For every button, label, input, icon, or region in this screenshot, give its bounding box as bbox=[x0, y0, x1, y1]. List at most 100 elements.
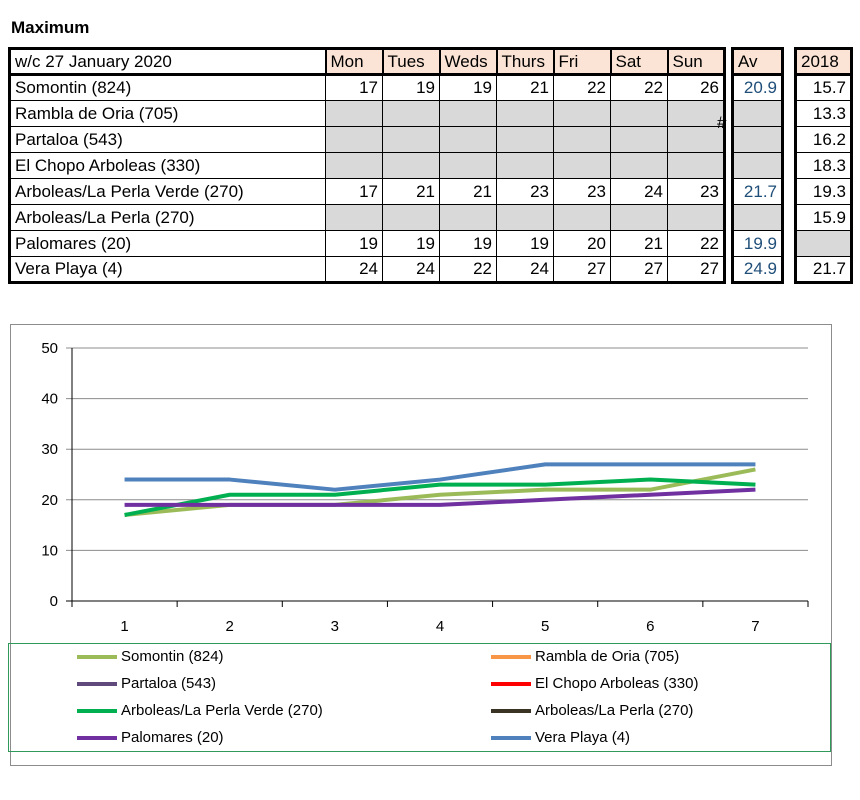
table-row: Palomares (20) 19 19 19 19 20 21 22 bbox=[9, 230, 725, 257]
year-2018-header: 2018 bbox=[795, 48, 852, 76]
x-tick-label: 3 bbox=[331, 618, 339, 635]
temperature-cell bbox=[382, 100, 440, 127]
temperature-cell bbox=[382, 126, 440, 153]
temperature-cell: 27 bbox=[667, 256, 725, 283]
location-name: Palomares (20) bbox=[9, 230, 326, 257]
day-header: Sun bbox=[666, 48, 725, 76]
legend-swatch bbox=[491, 681, 531, 686]
legend-label: Arboleas/La Perla Verde (270) bbox=[121, 702, 323, 719]
temperature-cell bbox=[553, 100, 611, 127]
average-table: Av 20.9 21.7 19.9 24.9 bbox=[731, 47, 784, 284]
legend-item: Arboleas/La Perla Verde (270) bbox=[77, 702, 323, 719]
x-tick-label: 5 bbox=[541, 618, 549, 635]
temperature-cell bbox=[667, 152, 725, 179]
legend-item: El Chopo Arboleas (330) bbox=[491, 675, 698, 692]
legend-label: El Chopo Arboleas (330) bbox=[535, 675, 699, 692]
temperature-cell: 21 bbox=[610, 230, 668, 257]
temperature-cell bbox=[439, 126, 497, 153]
year-2018-cell: 16.2 bbox=[795, 126, 852, 153]
table-row: Partaloa (543) bbox=[9, 126, 725, 153]
header-row: w/c 27 January 2020 Mon Tues Weds Thurs Fri Sa… bbox=[9, 48, 725, 76]
legend-item: Rambla de Oria (705) bbox=[491, 648, 679, 665]
legend-swatch bbox=[491, 654, 531, 659]
temperature-cell: 24 bbox=[496, 256, 554, 283]
location-name: Vera Playa (4) bbox=[9, 256, 326, 283]
day-header: Tues bbox=[381, 48, 440, 76]
temperature-cell: 23 bbox=[667, 178, 725, 205]
temperature-cell: 19 bbox=[496, 230, 554, 257]
legend-label: Partaloa (543) bbox=[121, 675, 217, 692]
temperature-cell: 23 bbox=[496, 178, 554, 205]
day-header: Thurs bbox=[495, 48, 554, 76]
legend-item: Somontin (824) bbox=[77, 648, 224, 665]
legend-item: Arboleas/La Perla (270) bbox=[491, 702, 693, 719]
average-cell bbox=[732, 126, 783, 153]
temperature-cell bbox=[496, 100, 554, 127]
series-line bbox=[124, 487, 756, 507]
series-line bbox=[124, 462, 756, 492]
temperature-cell bbox=[439, 100, 497, 127]
chart-legend: Somontin (824) Rambla de Oria (705) Partal… bbox=[8, 643, 831, 752]
legend-swatch bbox=[77, 735, 117, 740]
legend-swatch bbox=[77, 681, 117, 686]
av-header: Av bbox=[732, 48, 783, 76]
series-line bbox=[124, 467, 756, 517]
series-line bbox=[124, 477, 756, 517]
x-tick-label: 4 bbox=[436, 618, 444, 635]
temperature-cell: 17 bbox=[325, 74, 383, 101]
temperature-cell bbox=[610, 204, 668, 231]
temperature-cell bbox=[553, 204, 611, 231]
day-header: Fri bbox=[552, 48, 611, 76]
temperature-cell bbox=[667, 204, 725, 231]
temperature-cell bbox=[496, 152, 554, 179]
x-tick-label: 7 bbox=[751, 618, 759, 635]
location-name: Somontin (824) bbox=[9, 74, 326, 101]
temperature-cell: 19 bbox=[439, 230, 497, 257]
year-2018-cell: 15.9 bbox=[795, 204, 852, 231]
temperature-cell: 22 bbox=[439, 256, 497, 283]
temperature-cell bbox=[325, 152, 383, 179]
y-tick-label: 40 bbox=[41, 391, 58, 408]
location-name: Arboleas/La Perla Verde (270) bbox=[9, 178, 326, 205]
temperature-cell bbox=[610, 100, 668, 127]
year-2018-table: 2018 15.7 13.3 16.2 18.3 19.3 15.9 21.7 bbox=[794, 47, 853, 284]
y-tick-label: 30 bbox=[41, 441, 58, 458]
temperature-cell bbox=[553, 126, 611, 153]
temperature-cell: 20 bbox=[553, 230, 611, 257]
location-name: El Chopo Arboleas (330) bbox=[9, 152, 326, 179]
temperature-cell: 17 bbox=[325, 178, 383, 205]
temperature-cell: 27 bbox=[553, 256, 611, 283]
week-label: w/c 27 January 2020 bbox=[9, 48, 326, 76]
temperature-cell: 24 bbox=[382, 256, 440, 283]
y-tick-label: 50 bbox=[41, 340, 58, 357]
temperature-cell: 19 bbox=[439, 74, 497, 101]
location-name: Rambla de Oria (705) bbox=[9, 100, 326, 127]
location-name: Arboleas/La Perla (270) bbox=[9, 204, 326, 231]
year-2018-cell: 15.7 bbox=[795, 74, 852, 101]
table-row: Somontin (824) 17 19 19 21 22 22 26 bbox=[9, 74, 725, 101]
x-tick-label: 2 bbox=[226, 618, 234, 635]
average-cell: 24.9 bbox=[732, 256, 783, 283]
legend-swatch bbox=[77, 708, 117, 713]
year-2018-cell bbox=[795, 230, 852, 257]
temperature-cell: 24 bbox=[610, 178, 668, 205]
temperature-cell bbox=[439, 204, 497, 231]
temperature-table: w/c 27 January 2020 Mon Tues Weds Thurs Fri Sa… bbox=[8, 47, 726, 284]
temperature-cell bbox=[325, 100, 383, 127]
table-row: El Chopo Arboleas (330) bbox=[9, 152, 725, 179]
hash-mark: # bbox=[717, 113, 727, 132]
temperature-cell: 22 bbox=[667, 230, 725, 257]
legend-item: Vera Playa (4) bbox=[491, 729, 630, 746]
legend-swatch bbox=[77, 654, 117, 659]
table-row: Arboleas/La Perla Verde (270) 17 21 21 23 23 2… bbox=[9, 178, 725, 205]
y-tick-label: 0 bbox=[50, 593, 58, 610]
legend-label: Rambla de Oria (705) bbox=[535, 648, 680, 665]
temperature-cell bbox=[496, 126, 554, 153]
table-row: Rambla de Oria (705) bbox=[9, 100, 725, 127]
temperature-cell: 26 bbox=[667, 74, 725, 101]
legend-item: Partaloa (543) bbox=[77, 675, 216, 692]
temperature-cell bbox=[496, 204, 554, 231]
temperature-cell bbox=[667, 126, 725, 153]
day-header: Sat bbox=[609, 48, 668, 76]
